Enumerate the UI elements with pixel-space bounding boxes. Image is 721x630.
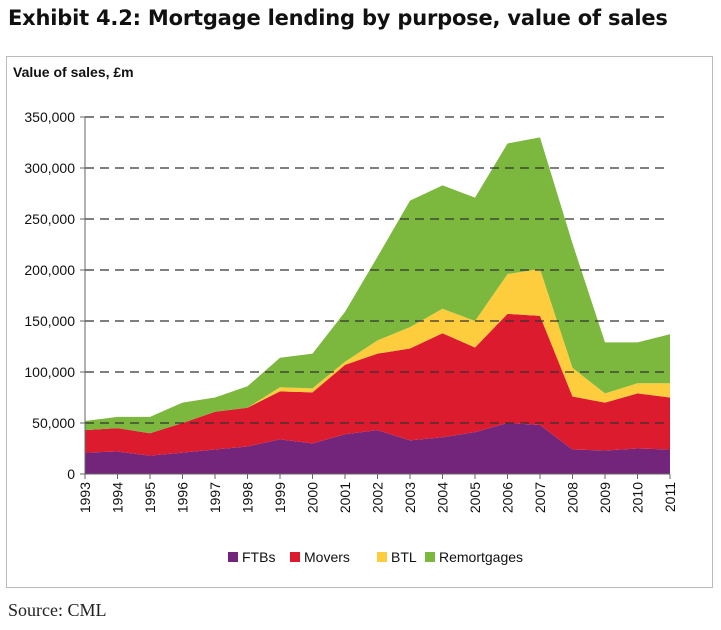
x-tick-label: 2007 [532,482,548,513]
x-tick-label: 2000 [305,482,321,513]
x-tick-label: 2005 [467,482,483,513]
area-ftbs [85,423,670,474]
legend-swatch-remortgages [425,552,435,562]
legend-label-movers: Movers [304,549,350,565]
legend-swatch-btl [377,552,387,562]
area-movers [85,313,670,456]
y-tick-label: 200,000 [24,262,75,278]
source-note: Source: CML [8,600,107,620]
x-tick-label: 2008 [565,482,581,513]
y-tick-label: 150,000 [24,313,75,329]
area-remortgages [85,137,670,434]
y-tick-label: 350,000 [24,109,75,125]
x-tick-label: 1999 [272,482,288,513]
x-tick-label: 2001 [337,482,353,513]
legend-label-remortgages: Remortgages [439,549,523,565]
legend-label-btl: BTL [391,549,417,565]
y-axis-label: Value of sales, £m [13,64,134,80]
x-tick-label: 2002 [370,482,386,513]
x-tick-label: 2004 [435,482,451,513]
x-tick-label: 2006 [500,482,516,513]
x-tick-label: 1996 [175,482,191,513]
y-tick-label: 50,000 [32,415,75,431]
x-tick-label: 2011 [662,482,678,512]
x-tick-label: 2010 [630,482,646,513]
x-tick-label: 1998 [240,482,256,513]
y-tick-label: 100,000 [24,364,75,380]
y-tick-label: 300,000 [24,160,75,176]
area-btl [85,268,670,434]
x-tick-label: 2003 [402,482,418,513]
x-tick-label: 2009 [597,482,613,513]
y-tick-label: 250,000 [24,211,75,227]
legend-label-ftbs: FTBs [242,549,275,565]
x-tick-label: 1995 [142,482,158,513]
y-tick-label: 0 [67,466,75,482]
x-tick-label: 1994 [110,482,126,513]
chart-title: Exhibit 4.2: Mortgage lending by purpose… [8,6,668,30]
x-tick-label: 1997 [207,482,223,513]
chart-frame [6,56,713,588]
x-tick-label: 1993 [77,482,93,513]
legend-swatch-ftbs [228,552,238,562]
legend-swatch-movers [290,552,300,562]
